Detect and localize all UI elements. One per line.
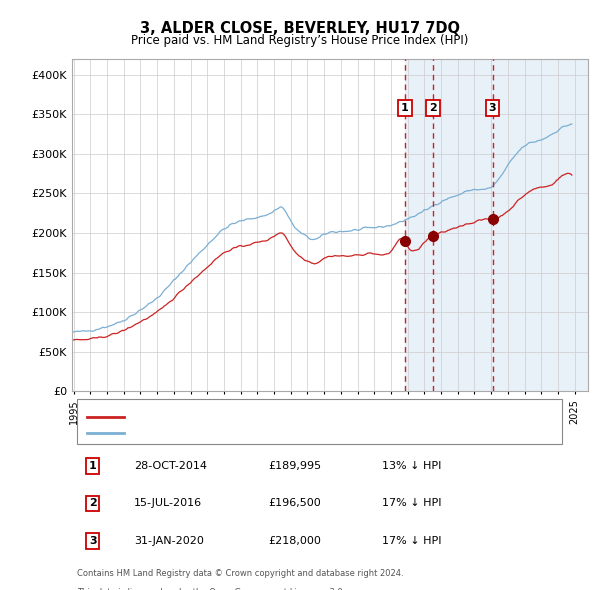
FancyBboxPatch shape — [77, 399, 562, 444]
Text: £189,995: £189,995 — [268, 461, 321, 471]
Text: 3: 3 — [89, 536, 97, 546]
Text: £218,000: £218,000 — [268, 536, 321, 546]
Text: This data is licensed under the Open Government Licence v3.0.: This data is licensed under the Open Gov… — [77, 588, 346, 590]
Text: 1: 1 — [401, 103, 409, 113]
Bar — [405, 59, 588, 391]
Text: 3, ALDER CLOSE, BEVERLEY, HU17 7DQ: 3, ALDER CLOSE, BEVERLEY, HU17 7DQ — [140, 21, 460, 35]
Text: 13% ↓ HPI: 13% ↓ HPI — [382, 461, 441, 471]
Point — [84, 413, 91, 420]
Text: 31-JAN-2020: 31-JAN-2020 — [134, 536, 204, 546]
Text: 3, ALDER CLOSE, BEVERLEY, HU17 7DQ (detached house): 3, ALDER CLOSE, BEVERLEY, HU17 7DQ (deta… — [134, 411, 434, 421]
Point — [120, 413, 127, 420]
Text: 2: 2 — [89, 499, 97, 509]
Text: HPI: Average price, detached house, East Riding of Yorkshire: HPI: Average price, detached house, East… — [134, 428, 449, 438]
Point — [120, 430, 127, 437]
Text: 17% ↓ HPI: 17% ↓ HPI — [382, 499, 441, 509]
Point — [84, 430, 91, 437]
Text: 2: 2 — [430, 103, 437, 113]
Text: Contains HM Land Registry data © Crown copyright and database right 2024.: Contains HM Land Registry data © Crown c… — [77, 569, 404, 578]
Text: 1: 1 — [89, 461, 97, 471]
Text: 28-OCT-2014: 28-OCT-2014 — [134, 461, 207, 471]
Text: 17% ↓ HPI: 17% ↓ HPI — [382, 536, 441, 546]
Text: 3: 3 — [489, 103, 496, 113]
Text: 15-JUL-2016: 15-JUL-2016 — [134, 499, 202, 509]
Text: £196,500: £196,500 — [268, 499, 321, 509]
Text: Price paid vs. HM Land Registry’s House Price Index (HPI): Price paid vs. HM Land Registry’s House … — [131, 34, 469, 47]
